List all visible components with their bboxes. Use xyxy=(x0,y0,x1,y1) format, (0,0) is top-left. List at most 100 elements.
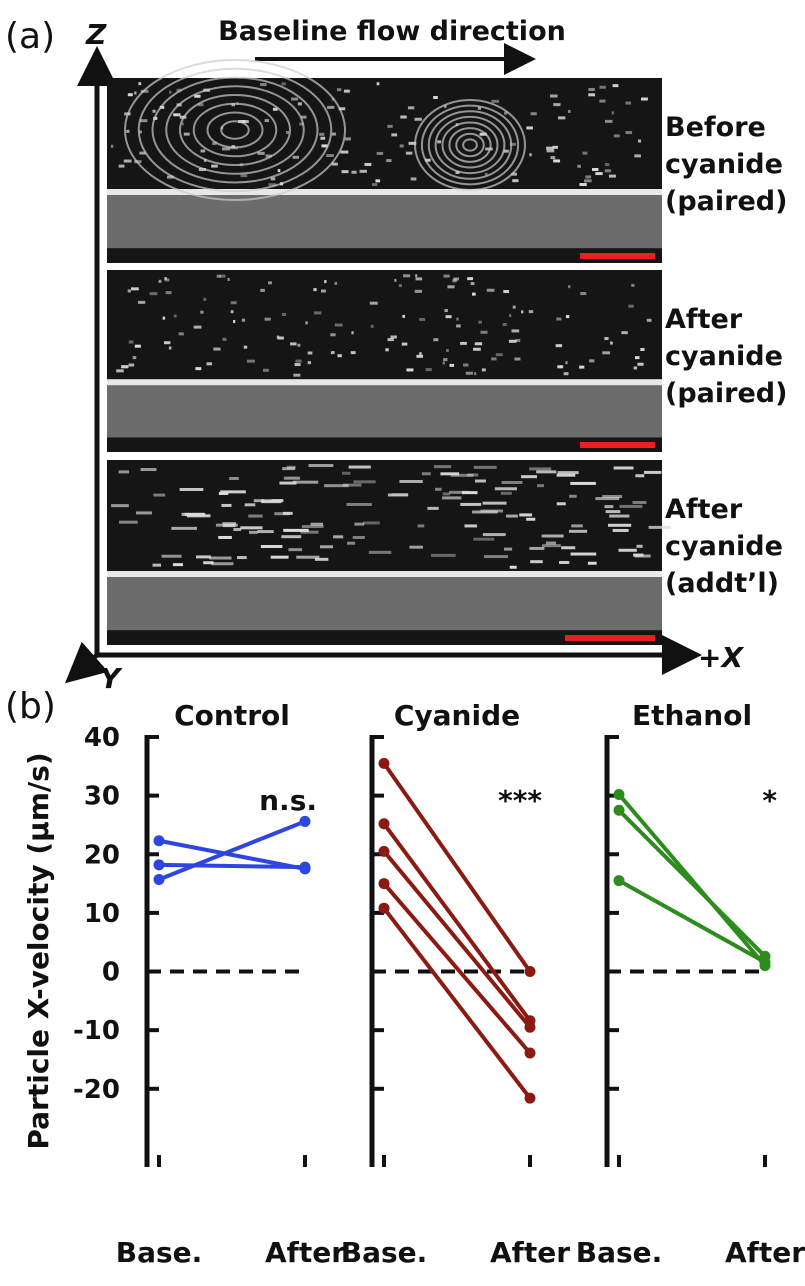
particle xyxy=(139,151,146,155)
point xyxy=(378,818,390,830)
vortex xyxy=(434,115,506,175)
particle xyxy=(344,137,351,141)
particle xyxy=(111,504,129,508)
particle xyxy=(461,491,478,495)
y-tick-label: 0 xyxy=(102,958,120,988)
particle xyxy=(509,565,517,569)
image-label: cyanide xyxy=(665,341,783,372)
point xyxy=(524,1021,536,1033)
particle xyxy=(213,347,221,351)
particle xyxy=(159,105,165,109)
particle xyxy=(580,292,587,296)
particle xyxy=(386,159,392,163)
particle xyxy=(556,502,566,506)
particle xyxy=(571,524,583,528)
particle xyxy=(321,144,328,148)
particle xyxy=(646,318,652,322)
particle xyxy=(474,342,483,346)
pair-line xyxy=(617,808,767,958)
chart-title: Cyanide xyxy=(394,699,520,732)
particle xyxy=(270,177,276,181)
particle xyxy=(283,511,293,515)
particle xyxy=(165,291,172,295)
chart-title: Ethanol xyxy=(632,699,752,732)
particle xyxy=(348,465,371,469)
particle xyxy=(260,83,267,87)
particle xyxy=(203,297,207,301)
particle xyxy=(415,274,418,278)
significance: *** xyxy=(498,784,542,817)
particle xyxy=(529,467,552,471)
particle xyxy=(331,162,338,166)
particle xyxy=(296,555,320,559)
particle xyxy=(605,119,613,123)
particle xyxy=(506,514,518,518)
particle xyxy=(482,533,506,537)
particle xyxy=(342,471,351,475)
particle xyxy=(387,493,409,497)
particle xyxy=(511,172,518,176)
y-tick-label: -20 xyxy=(73,1075,120,1105)
particle xyxy=(456,317,459,321)
particle xyxy=(545,541,556,545)
particle xyxy=(632,500,647,504)
particle xyxy=(400,115,407,119)
particle xyxy=(407,106,415,110)
particle xyxy=(262,368,269,372)
particle xyxy=(281,312,287,316)
particle xyxy=(319,132,325,136)
particle xyxy=(625,101,632,105)
panel-label: (b) xyxy=(5,686,56,727)
particle xyxy=(183,132,190,136)
particle xyxy=(595,172,603,176)
point xyxy=(153,835,165,847)
particle xyxy=(406,368,414,372)
point xyxy=(153,859,165,871)
particle xyxy=(440,472,460,476)
particle xyxy=(414,117,422,121)
particle xyxy=(230,301,237,305)
particle xyxy=(536,470,557,474)
particle xyxy=(467,277,473,281)
particle xyxy=(390,335,397,339)
particle xyxy=(310,522,324,526)
particle xyxy=(417,524,425,528)
pair-line xyxy=(618,878,766,964)
particle xyxy=(283,528,309,532)
x-tick-label: Base. xyxy=(341,1236,428,1269)
particle xyxy=(168,346,172,350)
point xyxy=(299,815,311,827)
particle xyxy=(218,491,229,495)
particle xyxy=(530,560,543,564)
particle xyxy=(640,348,645,352)
particle xyxy=(118,164,125,168)
particle xyxy=(599,99,606,103)
particle xyxy=(526,126,534,130)
axis-label: +X xyxy=(698,641,744,674)
particle xyxy=(222,524,236,528)
particle xyxy=(376,82,380,86)
particle xyxy=(449,490,470,494)
panel-label: (a) xyxy=(5,16,55,57)
particle xyxy=(421,472,431,476)
y-axis-label: Particle X-velocity (μm/s) xyxy=(22,752,55,1149)
particle xyxy=(353,480,376,484)
particle xyxy=(611,111,614,115)
x-tick-label: After xyxy=(725,1236,805,1269)
particle xyxy=(587,561,597,565)
particle xyxy=(385,348,389,352)
y-tick-label: 40 xyxy=(84,723,120,753)
particle xyxy=(519,513,533,517)
particle xyxy=(608,174,616,178)
particle xyxy=(167,175,174,179)
particle xyxy=(479,132,487,136)
particle xyxy=(283,476,300,480)
particle xyxy=(324,484,349,488)
particle xyxy=(149,292,158,296)
particle xyxy=(337,354,342,358)
pair-line xyxy=(382,822,532,1022)
vortex xyxy=(206,111,264,149)
particle xyxy=(281,82,286,86)
particle xyxy=(211,164,218,168)
particle xyxy=(643,470,662,474)
